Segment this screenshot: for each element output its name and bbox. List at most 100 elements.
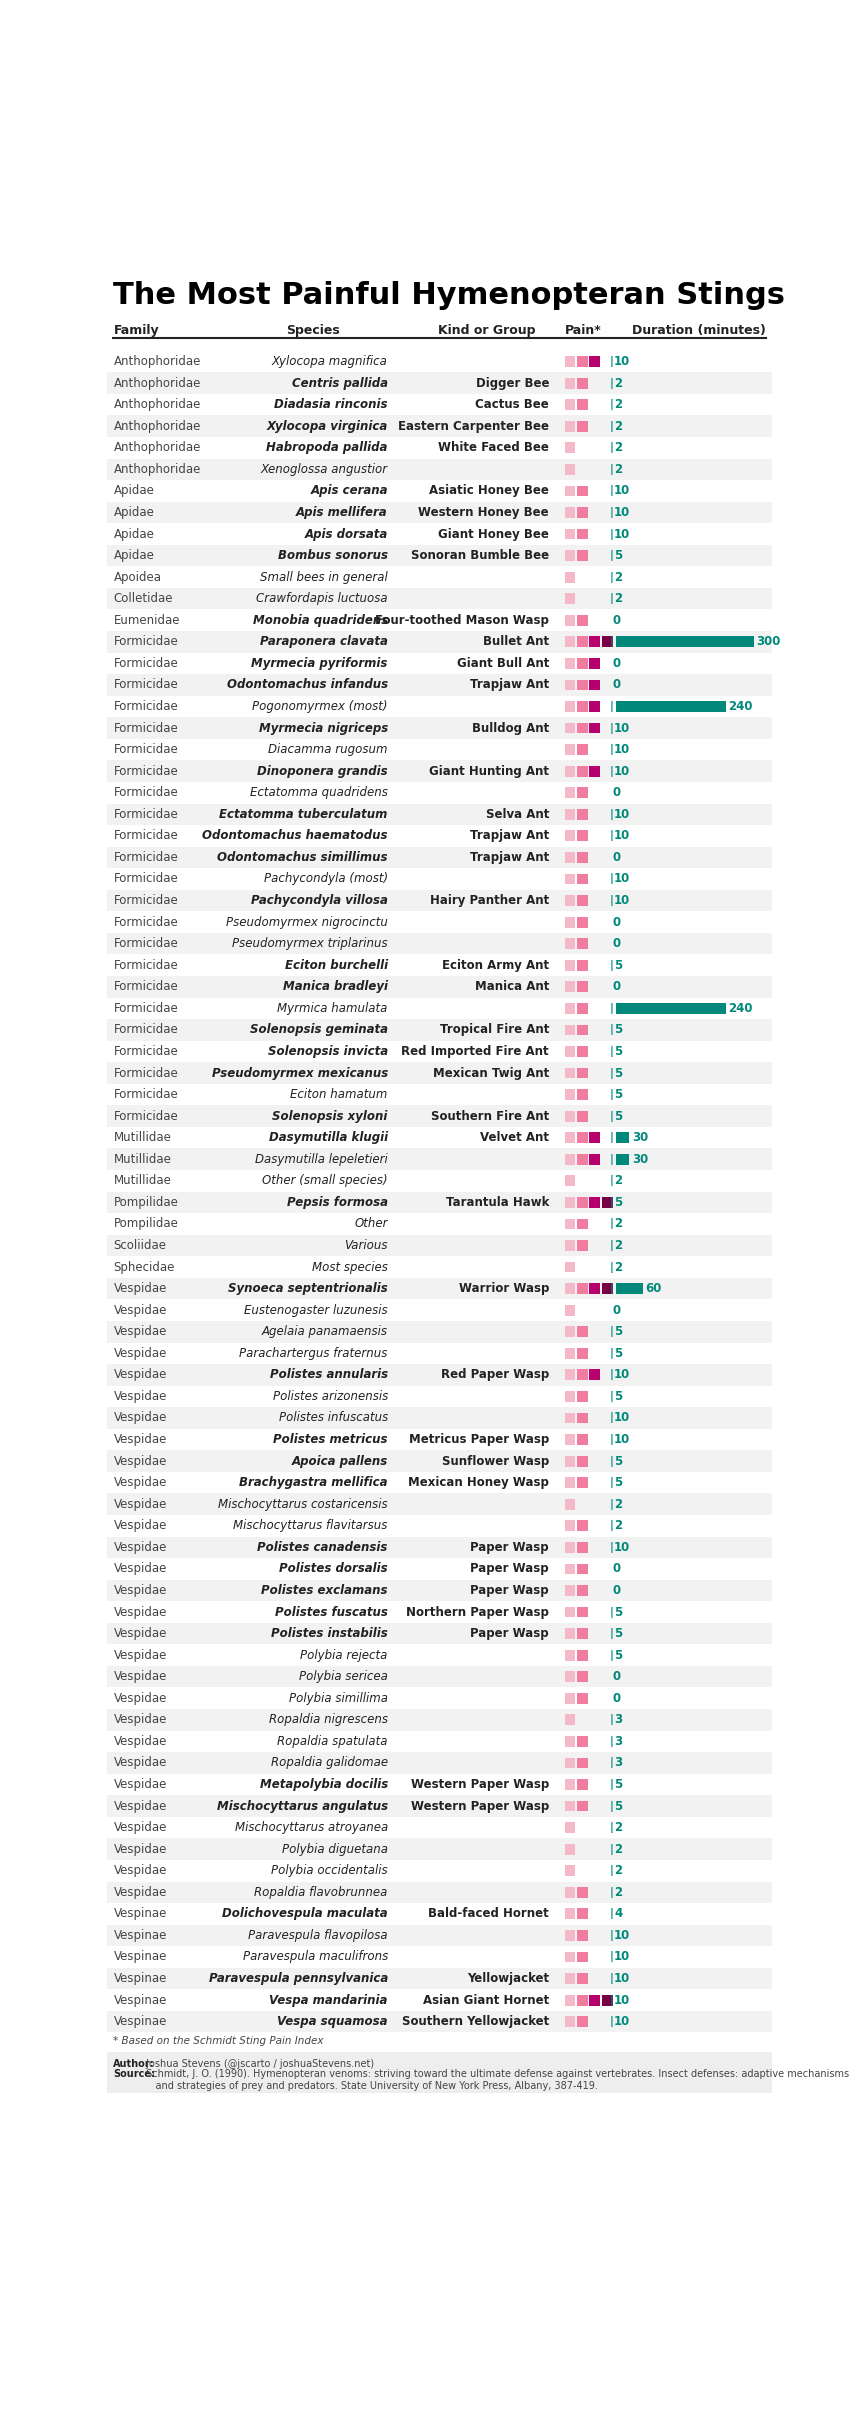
Bar bbox=[577, 1433, 588, 1445]
Text: Polistes instabilis: Polistes instabilis bbox=[271, 1627, 388, 1640]
Bar bbox=[565, 636, 576, 646]
Text: Formicidae: Formicidae bbox=[113, 765, 178, 777]
Bar bbox=[565, 938, 576, 950]
Text: Vespidae: Vespidae bbox=[113, 1562, 166, 1576]
Text: Diadasia rinconis: Diadasia rinconis bbox=[275, 398, 388, 411]
Text: Vespidae: Vespidae bbox=[113, 1411, 166, 1423]
Text: Formicidae: Formicidae bbox=[113, 1044, 178, 1059]
Text: Anthophoridae: Anthophoridae bbox=[113, 420, 201, 432]
Bar bbox=[589, 1154, 600, 1163]
Bar bbox=[565, 1003, 576, 1013]
Text: Vespidae: Vespidae bbox=[113, 1822, 166, 1834]
Bar bbox=[565, 1176, 576, 1185]
Text: Brachygastra mellifica: Brachygastra mellifica bbox=[239, 1477, 388, 1489]
Bar bbox=[577, 959, 588, 972]
Text: Polistes canadensis: Polistes canadensis bbox=[257, 1540, 388, 1555]
Text: 5: 5 bbox=[614, 549, 622, 561]
Text: 2: 2 bbox=[614, 1822, 622, 1834]
Bar bbox=[107, 1751, 772, 1773]
Text: Formicidae: Formicidae bbox=[113, 1001, 178, 1015]
Text: Southern Fire Ant: Southern Fire Ant bbox=[431, 1110, 549, 1122]
Text: 10: 10 bbox=[614, 894, 631, 906]
Text: Most species: Most species bbox=[312, 1261, 388, 1273]
Text: Polybia diguetana: Polybia diguetana bbox=[281, 1844, 388, 1856]
Text: Cactus Bee: Cactus Bee bbox=[475, 398, 549, 411]
Bar bbox=[107, 1538, 772, 1557]
Bar bbox=[107, 1278, 772, 1300]
Text: Apis cerana: Apis cerana bbox=[311, 483, 388, 498]
Text: 60: 60 bbox=[645, 1283, 662, 1295]
Text: Formicidae: Formicidae bbox=[113, 636, 178, 649]
Text: |: | bbox=[609, 1972, 613, 1984]
Bar bbox=[577, 1564, 588, 1574]
Bar bbox=[565, 379, 576, 389]
Bar bbox=[107, 675, 772, 695]
Bar bbox=[107, 1020, 772, 1040]
Text: Formicidae: Formicidae bbox=[113, 981, 178, 993]
Text: Pseudomyrmex triplarinus: Pseudomyrmex triplarinus bbox=[233, 938, 388, 950]
Text: Xylocopa magnifica: Xylocopa magnifica bbox=[272, 355, 388, 369]
Text: Ropaldia flavobrunnea: Ropaldia flavobrunnea bbox=[255, 1885, 388, 1899]
Text: 0: 0 bbox=[613, 1584, 620, 1596]
Text: |: | bbox=[609, 1176, 613, 1185]
Bar bbox=[577, 981, 588, 991]
Bar bbox=[565, 420, 576, 432]
Text: Red Paper Wasp: Red Paper Wasp bbox=[441, 1368, 549, 1382]
Text: Vespidae: Vespidae bbox=[113, 1671, 166, 1683]
Text: Other (small species): Other (small species) bbox=[263, 1173, 388, 1188]
Bar bbox=[565, 896, 576, 906]
Text: 2: 2 bbox=[614, 1239, 622, 1251]
Text: Odontomachus infandus: Odontomachus infandus bbox=[227, 678, 388, 692]
Bar bbox=[565, 1542, 576, 1552]
Bar bbox=[565, 1348, 576, 1358]
Text: |: | bbox=[609, 376, 613, 389]
Text: |: | bbox=[609, 1348, 613, 1358]
Bar bbox=[601, 1994, 613, 2006]
Text: 3: 3 bbox=[614, 1756, 622, 1768]
Text: Scoliidae: Scoliidae bbox=[113, 1239, 166, 1251]
Text: |: | bbox=[609, 1066, 613, 1078]
Text: Myrmica hamulata: Myrmica hamulata bbox=[277, 1001, 388, 1015]
Text: Polybia occidentalis: Polybia occidentalis bbox=[271, 1863, 388, 1878]
Bar bbox=[565, 1737, 576, 1746]
Bar bbox=[577, 1047, 588, 1057]
Bar bbox=[589, 702, 600, 712]
Bar bbox=[565, 1326, 576, 1336]
Text: |: | bbox=[609, 1606, 613, 1618]
Text: Vespinae: Vespinae bbox=[113, 1950, 166, 1963]
Text: 10: 10 bbox=[614, 1433, 631, 1445]
Text: Trapjaw Ant: Trapjaw Ant bbox=[469, 678, 549, 692]
Bar bbox=[589, 680, 600, 690]
Text: |: | bbox=[609, 1499, 613, 1511]
Text: 5: 5 bbox=[614, 1477, 622, 1489]
Bar bbox=[565, 1994, 576, 2006]
Text: |: | bbox=[609, 1197, 613, 1207]
Text: Diacamma rugosum: Diacamma rugosum bbox=[269, 743, 388, 755]
Text: |: | bbox=[609, 1737, 613, 1746]
Text: Paravespula maculifrons: Paravespula maculifrons bbox=[243, 1950, 388, 1963]
Text: 3: 3 bbox=[614, 1712, 622, 1727]
Text: Vespa mandarinia: Vespa mandarinia bbox=[269, 1994, 388, 2006]
Bar bbox=[565, 1025, 576, 1035]
Text: 10: 10 bbox=[614, 828, 631, 843]
Bar bbox=[577, 1197, 588, 1207]
Bar bbox=[577, 1693, 588, 1703]
Bar bbox=[565, 916, 576, 928]
Text: 0: 0 bbox=[613, 787, 620, 799]
Bar bbox=[589, 765, 600, 777]
Bar bbox=[589, 1283, 600, 1295]
Text: |: | bbox=[609, 1132, 613, 1144]
Bar bbox=[577, 874, 588, 884]
Bar bbox=[107, 503, 772, 522]
Text: Paravespula pennsylvanica: Paravespula pennsylvanica bbox=[208, 1972, 388, 1984]
Bar bbox=[616, 1132, 630, 1144]
Bar bbox=[107, 1710, 772, 1729]
Bar bbox=[577, 551, 588, 561]
Bar bbox=[565, 1649, 576, 1661]
Text: Yellowjacket: Yellowjacket bbox=[467, 1972, 549, 1984]
Text: 10: 10 bbox=[614, 355, 631, 369]
Bar bbox=[565, 831, 576, 840]
Bar bbox=[565, 1693, 576, 1703]
Bar bbox=[577, 398, 588, 411]
Bar bbox=[616, 702, 726, 712]
